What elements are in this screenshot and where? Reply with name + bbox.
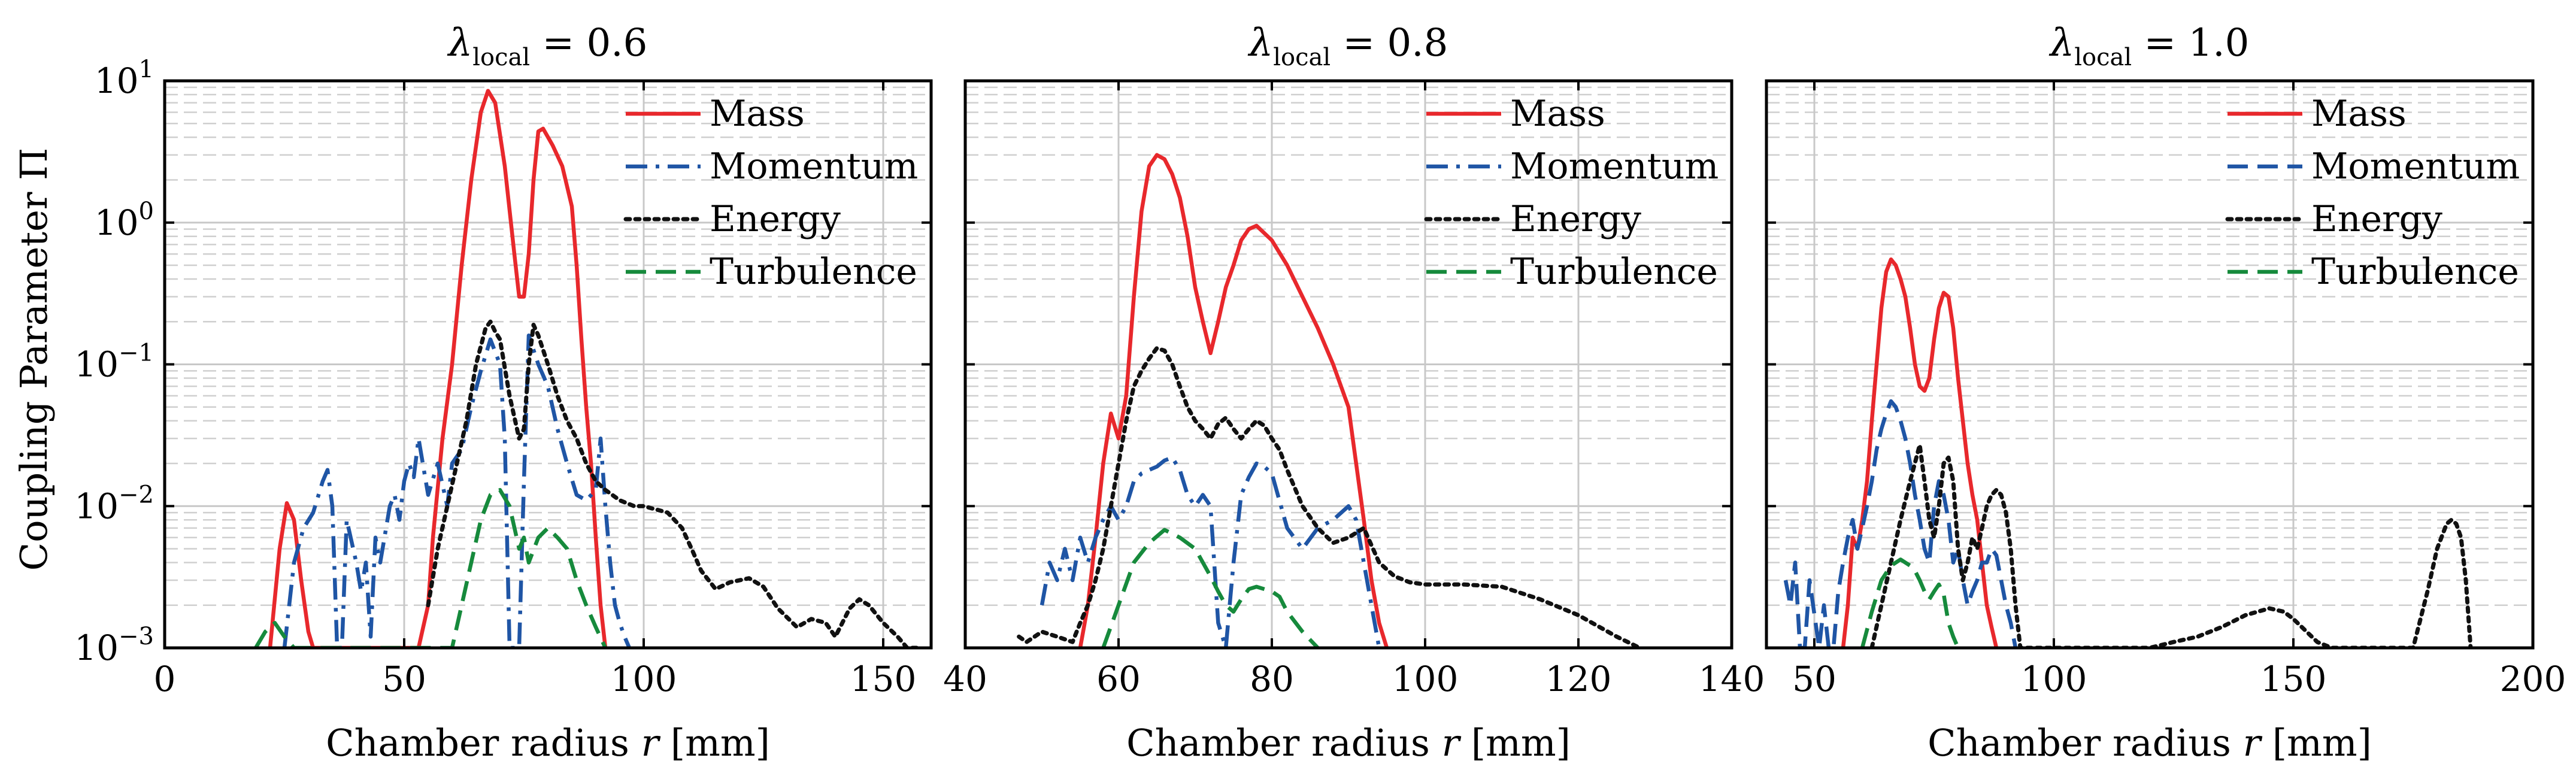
series-group bbox=[1783, 257, 2473, 648]
series-line-momentum bbox=[282, 333, 631, 648]
legend-label-energy: Energy bbox=[1510, 198, 1641, 240]
chart-panel-2: 40 60 80 100 120 140 Chamber radius r [mm] λloc… bbox=[943, 21, 1765, 765]
legend-label-turbulence: Turbulence bbox=[1510, 251, 1718, 293]
y-tick-label: 10−1 bbox=[74, 340, 154, 385]
x-tick-label: 200 bbox=[2500, 659, 2566, 699]
legend-label-momentum: Momentum bbox=[2311, 146, 2520, 187]
legend: Mass Momentum Energy Turbulence bbox=[623, 93, 918, 293]
y-axis-label: Coupling Parameter Π bbox=[12, 148, 56, 571]
legend-label-mass: Mass bbox=[1510, 93, 1605, 135]
series-line-turbulence bbox=[254, 488, 607, 648]
panel-title: λlocal = 0.6 bbox=[447, 21, 648, 71]
x-tick-label: 140 bbox=[1699, 659, 1765, 699]
x-axis-label: Chamber radius r [mm] bbox=[1928, 721, 2372, 765]
legend: Mass Momentum Energy Turbulence bbox=[1424, 93, 1719, 293]
series-line-energy bbox=[1017, 346, 1642, 648]
chart-panel-3: 50 100 150 200 Chamber radius r [mm] λlocal =… bbox=[1765, 21, 2566, 765]
x-tick-label: 150 bbox=[850, 659, 917, 699]
x-tick-label: 100 bbox=[2021, 659, 2087, 699]
y-tick-label: 10−2 bbox=[74, 481, 154, 526]
legend-label-turbulence: Turbulence bbox=[2311, 251, 2519, 293]
x-tick-label: 0 bbox=[154, 659, 176, 699]
legend-label-mass: Mass bbox=[710, 93, 805, 135]
panel-title: λlocal = 1.0 bbox=[2048, 21, 2250, 71]
legend-label-turbulence: Turbulence bbox=[710, 251, 917, 293]
x-axis-label: Chamber radius r [mm] bbox=[1126, 721, 1571, 765]
x-tick-label: 40 bbox=[943, 659, 987, 699]
series-line-energy bbox=[426, 319, 919, 648]
x-tick-label: 50 bbox=[382, 659, 426, 699]
series-line-turbulence bbox=[1101, 528, 1320, 648]
x-tick-label: 100 bbox=[611, 659, 677, 699]
series-line-mass bbox=[1841, 257, 1999, 648]
x-axis-label: Chamber radius r [mm] bbox=[326, 721, 770, 765]
y-tick-label: 100 bbox=[95, 198, 154, 243]
legend: Mass Momentum Energy Turbulence bbox=[2225, 93, 2520, 293]
x-tick-label: 100 bbox=[1392, 659, 1459, 699]
series-line-momentum bbox=[1040, 455, 1381, 648]
series-line-turbulence bbox=[1860, 557, 1960, 648]
series-line-energy bbox=[1869, 442, 2473, 648]
x-tick-label: 50 bbox=[1792, 659, 1836, 699]
series-group bbox=[1017, 153, 1642, 648]
legend-label-energy: Energy bbox=[2311, 198, 2442, 240]
legend-label-momentum: Momentum bbox=[710, 146, 918, 187]
x-tick-label: 150 bbox=[2260, 659, 2327, 699]
x-tick-label: 80 bbox=[1250, 659, 1294, 699]
series-group bbox=[254, 89, 919, 648]
chart-panel-1: 0 50 100 150 10−3 10−2 10−1 100 101 Chamber radiu… bbox=[74, 21, 933, 765]
y-tick-label: 101 bbox=[95, 56, 154, 101]
series-line-momentum bbox=[1783, 399, 2018, 648]
y-tick-label: 10−3 bbox=[74, 623, 154, 668]
legend-label-mass: Mass bbox=[2311, 93, 2407, 135]
series-line-mass bbox=[1078, 153, 1389, 648]
x-tick-label: 60 bbox=[1096, 659, 1141, 699]
series-line-mass bbox=[268, 89, 608, 648]
panel-title: λlocal = 0.8 bbox=[1247, 21, 1448, 71]
legend-label-energy: Energy bbox=[710, 198, 841, 240]
x-tick-label: 120 bbox=[1545, 659, 1612, 699]
legend-label-momentum: Momentum bbox=[1510, 146, 1719, 187]
